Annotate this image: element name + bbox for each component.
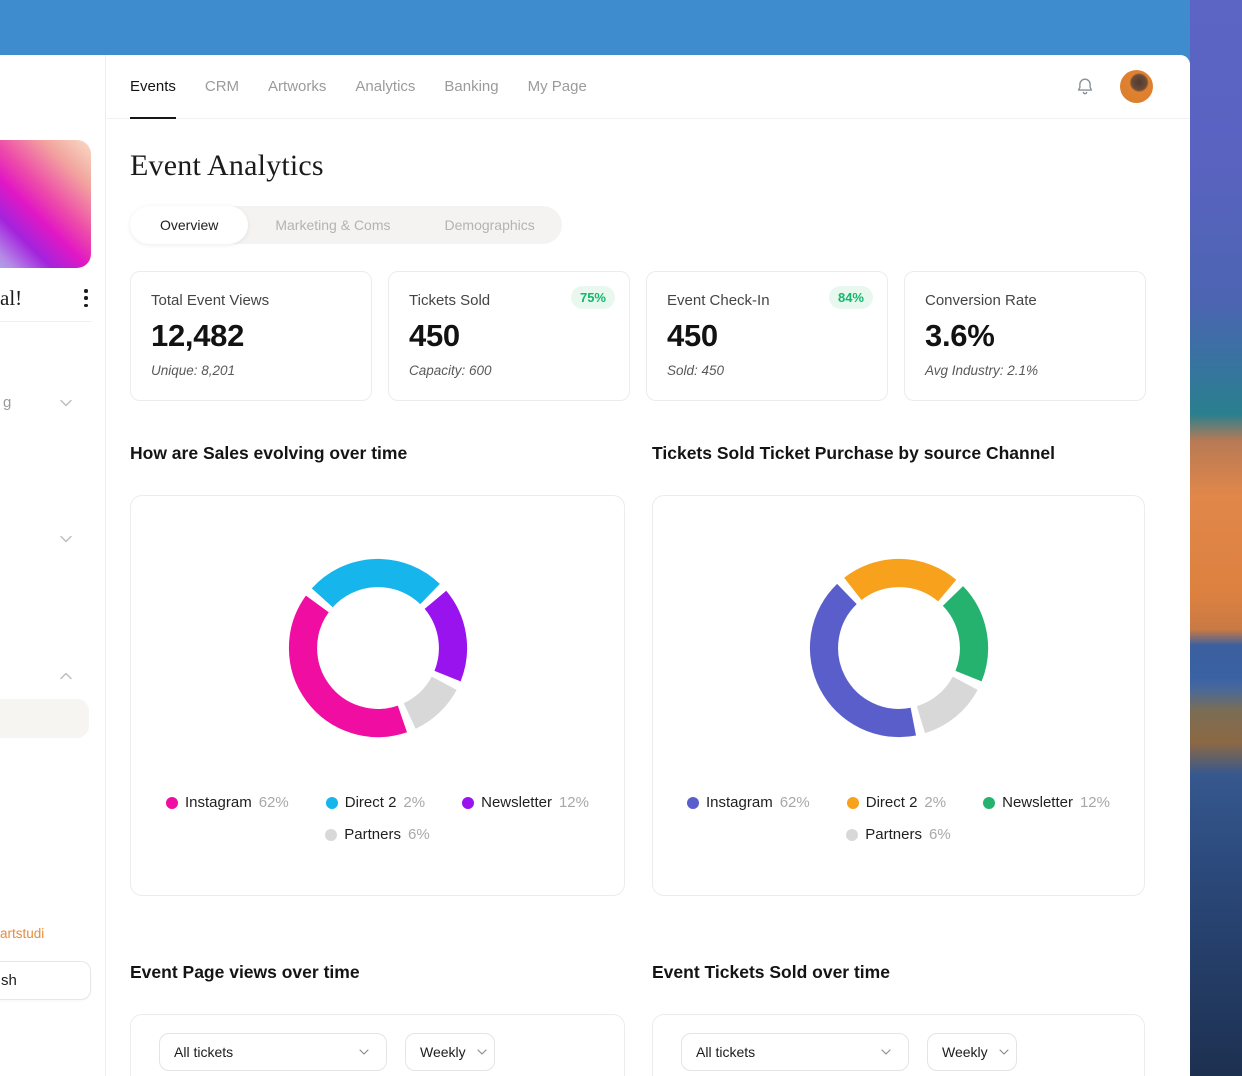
content-area: Event Analytics Overview Marketing & Com…: [107, 149, 1190, 1076]
period-filter-select[interactable]: Weekly: [927, 1033, 1017, 1071]
bottom-cards-row: All tickets Weekly All tickets: [130, 1014, 1146, 1076]
sidebar-divider: [0, 321, 92, 322]
legend-dot: [846, 796, 859, 809]
bottom-section-headers: Event Page views over time Event Tickets…: [130, 962, 1146, 983]
chevron-down-icon: [996, 1044, 1012, 1060]
section-title-purchase-by-channel: Tickets Sold Ticket Purchase by source C…: [652, 443, 1055, 463]
nav-item-crm[interactable]: CRM: [204, 78, 240, 95]
tickets-filter-select[interactable]: All tickets: [159, 1033, 387, 1071]
stat-value: 450: [409, 318, 460, 353]
legend-dot: [983, 796, 996, 809]
stat-card-total-event-views: Total Event Views 12,482 Unique: 8,201: [130, 271, 372, 401]
stat-subtext: Capacity: 600: [409, 363, 492, 378]
page-views-chart-card: All tickets Weekly: [130, 1014, 625, 1076]
stat-cards-row: Total Event Views 12,482 Unique: 8,201 T…: [130, 271, 1146, 401]
legend-item-direct: Direct 2 2%: [846, 794, 946, 811]
legend-item-instagram: Instagram 62%: [166, 794, 289, 811]
nav-item-events[interactable]: Events: [130, 55, 176, 119]
chevron-down-icon[interactable]: [56, 529, 76, 549]
section-title-tickets-sold-over-time: Event Tickets Sold over time: [652, 962, 890, 982]
stat-value: 12,482: [151, 318, 245, 353]
legend-item-partners: Partners 6%: [846, 826, 951, 843]
chevron-down-icon: [878, 1044, 894, 1060]
period-filter-select[interactable]: Weekly: [405, 1033, 495, 1071]
stat-card-tickets-sold: Tickets Sold 75% 450 Capacity: 600: [388, 271, 630, 401]
tab-marketing-coms[interactable]: Marketing & Coms: [275, 217, 391, 233]
stat-label: Tickets Sold: [409, 292, 491, 309]
app-window: al! g artstudi sh Events CRM Artworks An…: [0, 55, 1190, 1076]
nav-item-my-page[interactable]: My Page: [527, 78, 587, 95]
nav-item-banking[interactable]: Banking: [444, 78, 499, 95]
donut-chart: [809, 558, 988, 738]
tickets-sold-chart-card: All tickets Weekly: [652, 1014, 1145, 1076]
legend-dot: [462, 796, 475, 809]
section-title-sales-over-time: How are Sales evolving over time: [130, 443, 408, 463]
legend-dot: [325, 828, 338, 841]
chart-legend: Instagram 62% Direct 2 2% Newsletter: [687, 794, 1110, 843]
top-navigation: Events CRM Artworks Analytics Banking My…: [107, 55, 1190, 119]
stat-subtext: Sold: 450: [667, 363, 725, 378]
stat-label: Total Event Views: [151, 292, 270, 309]
chevron-up-icon[interactable]: [56, 666, 76, 686]
tickets-filter-select[interactable]: All tickets: [681, 1033, 909, 1071]
legend-item-newsletter: Newsletter 12%: [983, 794, 1110, 811]
stat-label: Conversion Rate: [925, 292, 1037, 309]
sidebar-selected-item[interactable]: [0, 699, 89, 738]
sidebar-link-partial[interactable]: artstudi: [0, 926, 45, 941]
kebab-menu-icon[interactable]: [84, 289, 88, 307]
legend-item-direct: Direct 2 2%: [325, 794, 425, 811]
sidebar: al! g artstudi sh: [0, 55, 106, 1076]
chevron-down-icon: [356, 1044, 372, 1060]
sidebar-input-value-partial: sh: [1, 972, 17, 989]
sidebar-input[interactable]: sh: [0, 961, 91, 1000]
bell-icon[interactable]: [1074, 76, 1096, 98]
tab-overview[interactable]: Overview: [130, 206, 249, 244]
sales-donut-chart-card: Instagram 62% Direct 2 2% Newsletter: [130, 495, 625, 896]
legend-item-newsletter: Newsletter 12%: [462, 794, 589, 811]
stat-card-conversion-rate: Conversion Rate 3.6% Avg Industry: 2.1%: [904, 271, 1146, 401]
chart-section-headers: How are Sales evolving over time Tickets…: [130, 443, 1146, 464]
nav-item-analytics[interactable]: Analytics: [355, 78, 416, 95]
stat-value: 3.6%: [925, 318, 995, 353]
legend-dot: [687, 796, 699, 809]
section-title-page-views-over-time: Event Page views over time: [130, 962, 360, 982]
stat-subtext: Unique: 8,201: [151, 363, 236, 378]
legend-dot: [846, 828, 859, 841]
chevron-down-icon[interactable]: [56, 393, 76, 413]
sidebar-group-label-partial: g: [3, 394, 12, 411]
tab-demographics[interactable]: Demographics: [444, 217, 535, 233]
chevron-down-icon: [474, 1044, 490, 1060]
donut-charts-row: Instagram 62% Direct 2 2% Newsletter: [130, 495, 1146, 896]
desktop-wallpaper-right-strip: [1190, 0, 1242, 1076]
donut-chart: [288, 558, 467, 738]
event-title-partial: al!: [0, 286, 23, 310]
user-avatar[interactable]: [1120, 70, 1153, 103]
legend-item-partners: Partners 6%: [325, 826, 430, 843]
nav-item-artworks[interactable]: Artworks: [268, 78, 327, 95]
stat-card-event-check-in: Event Check-In 84% 450 Sold: 450: [646, 271, 888, 401]
legend-dot: [166, 796, 178, 809]
page-title: Event Analytics: [130, 149, 324, 182]
stat-value: 450: [667, 318, 718, 353]
analytics-tab-group: Overview Marketing & Coms Demographics: [130, 206, 562, 244]
legend-item-instagram: Instagram 62%: [687, 794, 810, 811]
event-artwork-thumbnail[interactable]: [0, 140, 91, 268]
status-badge: 84%: [828, 286, 873, 309]
status-badge: 75%: [570, 286, 615, 309]
main-panel: Events CRM Artworks Analytics Banking My…: [107, 55, 1190, 1076]
legend-dot: [325, 796, 338, 809]
chart-legend: Instagram 62% Direct 2 2% Newsletter: [166, 794, 589, 843]
stat-label: Event Check-In: [667, 292, 770, 309]
channel-donut-chart-card: Instagram 62% Direct 2 2% Newsletter: [652, 495, 1145, 896]
stat-subtext: Avg Industry: 2.1%: [925, 363, 1039, 378]
